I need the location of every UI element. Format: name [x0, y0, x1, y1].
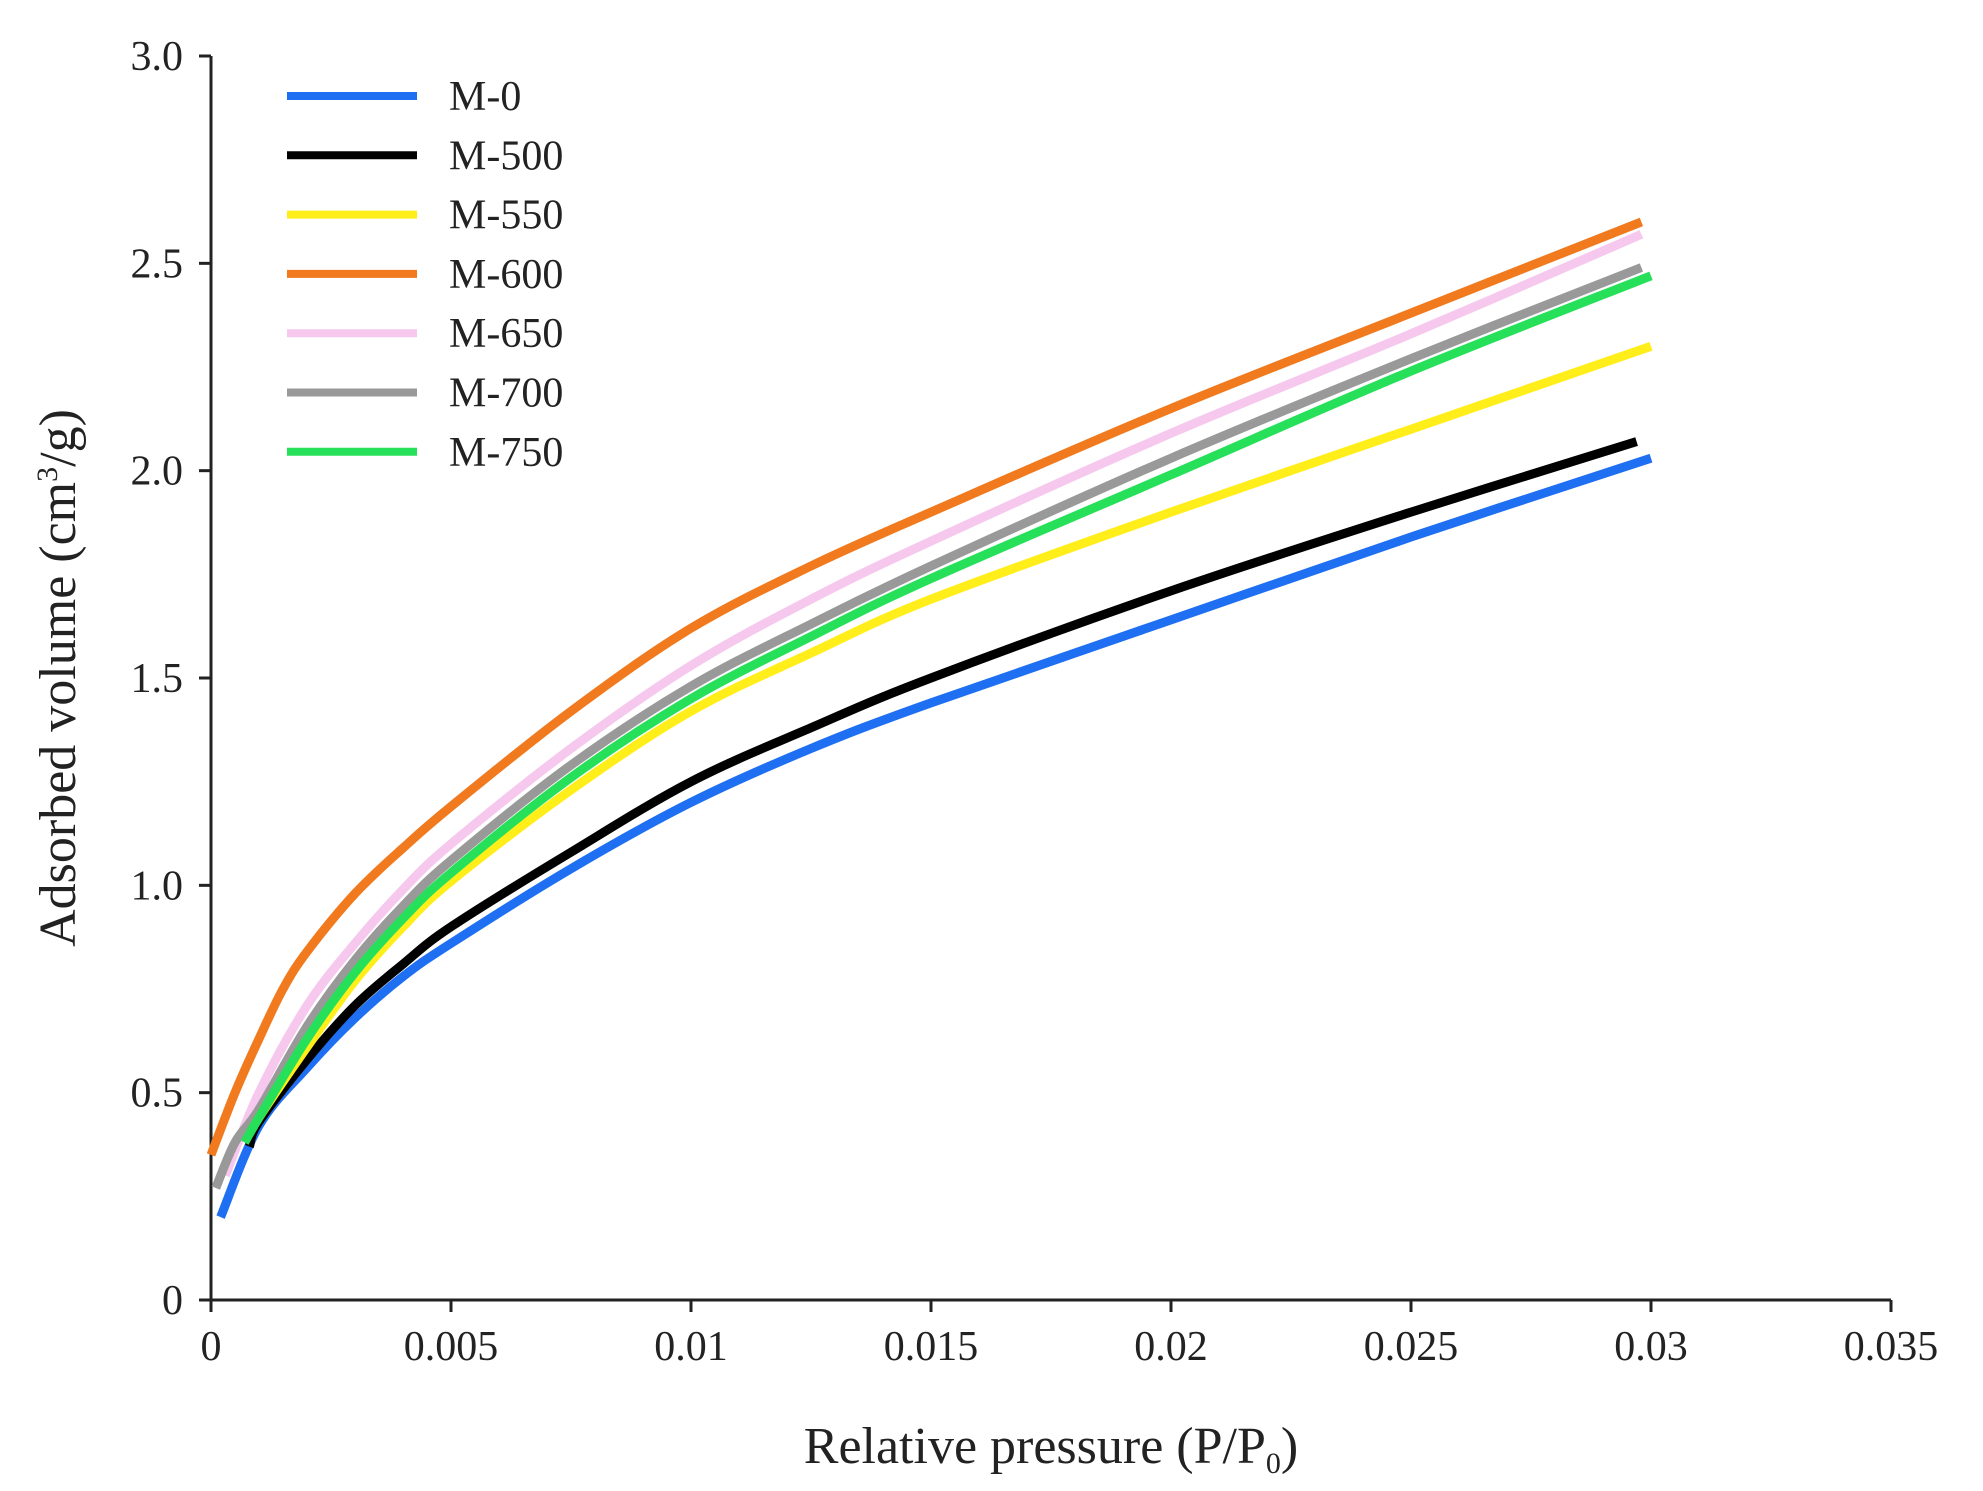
- x-tick-label: 0: [201, 1324, 222, 1370]
- legend-label: M-550: [449, 193, 563, 239]
- y-tick-label: 1.5: [131, 656, 184, 702]
- x-axis-title: Relative pressure (P/P0): [804, 1418, 1298, 1480]
- series-lines: [206, 217, 1653, 1219]
- y-tick-label: 0: [162, 1278, 183, 1324]
- y-axis-title: Adsorbed volume (cm3/g): [30, 409, 87, 947]
- y-tick-label: 2.5: [131, 241, 184, 287]
- series-line-m-0: [216, 453, 1653, 1219]
- legend: M-0 M-500 M-550 M-600 M-650 M-700 M-750: [287, 74, 563, 476]
- series-line-m-700: [211, 263, 1644, 1190]
- x-tick-label: 0.015: [884, 1324, 979, 1370]
- y-tick-label: 2.0: [131, 449, 184, 495]
- y-tick-label: 1.0: [131, 863, 184, 909]
- series-line-m-500: [245, 437, 1638, 1149]
- plot-area: [209, 56, 1891, 1302]
- legend-label: M-650: [449, 311, 563, 357]
- legend-label: M-0: [449, 74, 521, 120]
- y-tick-label: 3.0: [131, 34, 184, 80]
- legend-label: M-700: [449, 371, 563, 417]
- x-tick-label: 0.025: [1364, 1324, 1459, 1370]
- legend-label: M-750: [449, 430, 563, 476]
- series-line-m-600: [206, 217, 1644, 1157]
- series-line-m-550: [240, 342, 1653, 1145]
- x-tick-label: 0.01: [654, 1324, 728, 1370]
- legend-label: M-500: [449, 133, 563, 179]
- axis-ticks: 0 0.005 0.01 0.015 0.02 0.025 0.03 0.035 0 0.5 1.0…: [131, 34, 1939, 1370]
- x-tick-label: 0.02: [1134, 1324, 1208, 1370]
- x-tick-label: 0.005: [404, 1324, 499, 1370]
- legend-label: M-600: [449, 252, 563, 298]
- x-tick-label: 0.035: [1844, 1324, 1939, 1370]
- series-line-m-750: [240, 271, 1653, 1145]
- y-tick-label: 0.5: [131, 1071, 184, 1117]
- x-tick-label: 0.03: [1614, 1324, 1688, 1370]
- series-line-m-650: [221, 230, 1644, 1178]
